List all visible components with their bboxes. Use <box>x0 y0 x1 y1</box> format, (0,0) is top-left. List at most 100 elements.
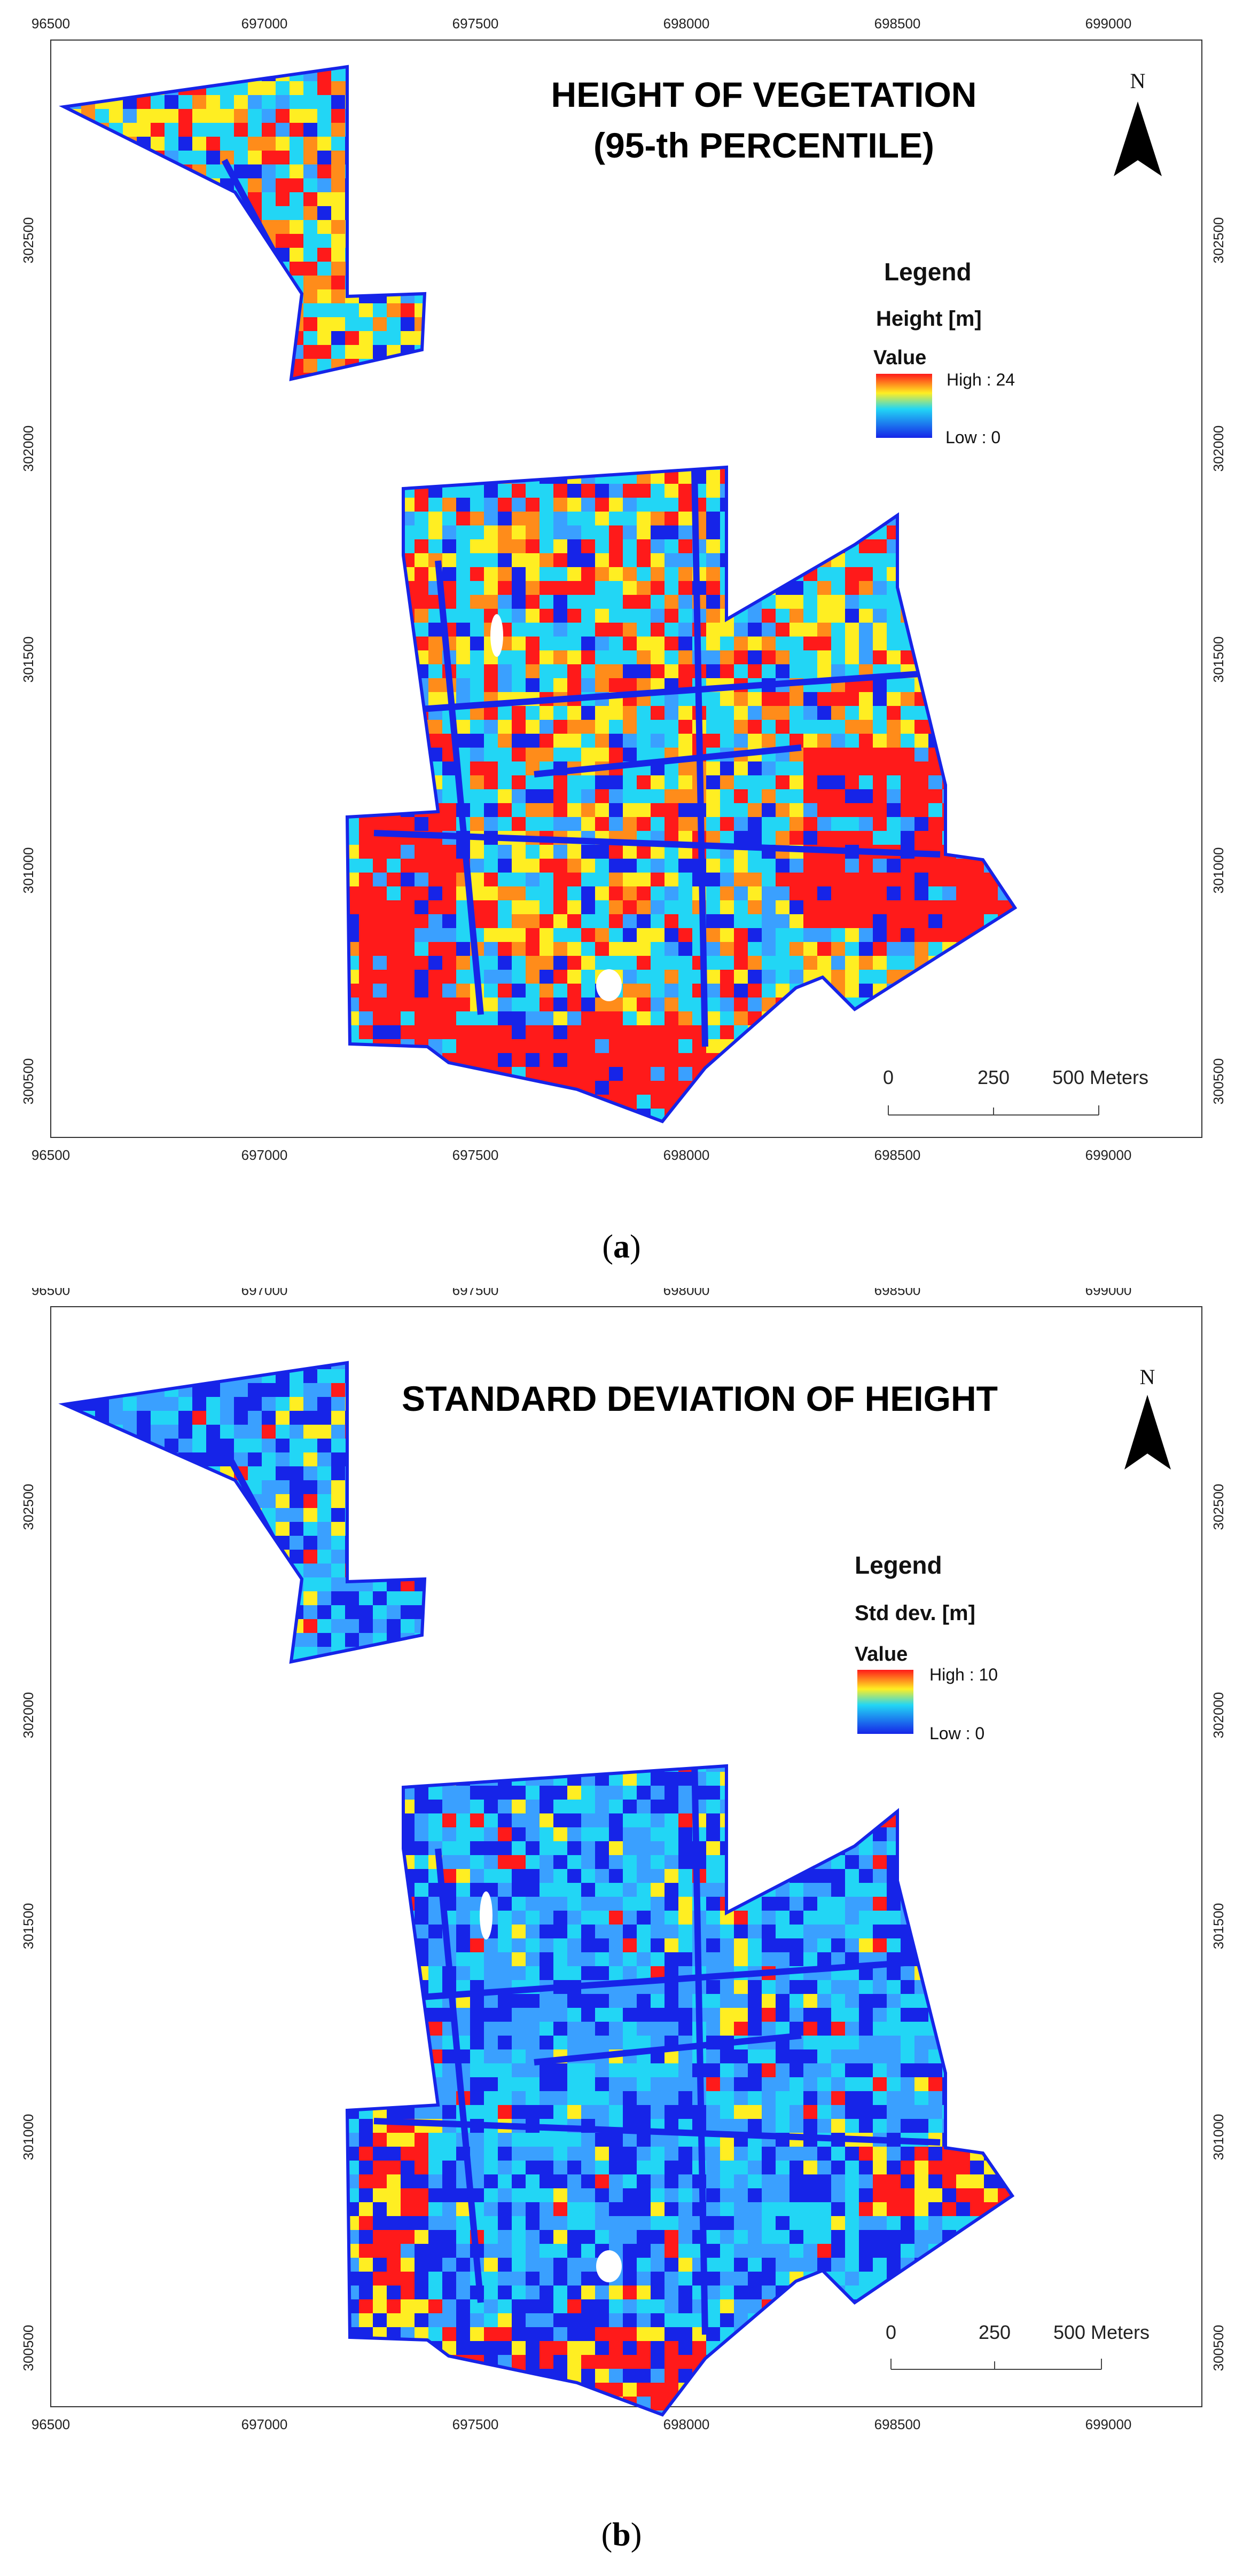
raster-cell <box>234 706 248 720</box>
raster-cell <box>526 345 540 359</box>
raster-cell <box>512 400 526 415</box>
raster-cell <box>192 803 207 818</box>
raster-cell <box>248 276 262 290</box>
raster-cell <box>637 539 651 554</box>
raster-cell <box>512 803 526 818</box>
raster-cell <box>762 664 776 679</box>
raster-cell <box>470 400 484 415</box>
raster-cell <box>609 942 623 956</box>
raster-cell <box>803 456 818 470</box>
raster-cell <box>123 706 137 720</box>
raster-cell <box>984 525 998 540</box>
raster-cell <box>581 553 596 568</box>
raster-cell <box>331 164 346 179</box>
raster-cell <box>623 387 637 401</box>
raster-cell <box>373 567 387 582</box>
raster-cell <box>776 206 790 221</box>
raster-cell <box>206 164 221 179</box>
raster-cell <box>609 331 623 345</box>
raster-cell <box>401 720 415 734</box>
raster-cell <box>637 637 651 651</box>
raster-cell <box>845 873 859 887</box>
raster-cell <box>234 373 248 387</box>
raster-cell <box>373 775 387 790</box>
raster-cell <box>665 942 679 956</box>
raster-cell <box>67 359 82 373</box>
raster-cell <box>401 650 415 665</box>
raster-cell <box>95 428 110 443</box>
raster-cell <box>595 678 609 693</box>
raster-cell <box>1012 984 1015 998</box>
raster-cell <box>359 345 373 359</box>
raster-cell <box>873 1025 887 1040</box>
raster-cell <box>984 192 998 207</box>
raster-cell <box>470 609 484 623</box>
raster-cell <box>137 956 151 970</box>
raster-cell <box>831 873 846 887</box>
raster-cell <box>789 359 804 373</box>
raster-cell <box>762 525 776 540</box>
raster-cell <box>762 914 776 929</box>
raster-cell <box>540 886 554 901</box>
raster-cell <box>456 970 471 984</box>
raster-cell <box>428 95 443 109</box>
raster-cell <box>387 748 401 762</box>
raster-cell <box>387 109 401 123</box>
raster-cell <box>595 331 609 345</box>
raster-cell <box>290 775 304 790</box>
raster-cell <box>345 484 359 498</box>
raster-cell <box>67 414 82 429</box>
raster-cell <box>151 581 165 595</box>
raster-cell <box>81 817 96 831</box>
raster-cell <box>137 775 151 790</box>
raster-cell <box>64 1011 68 1026</box>
raster-cell <box>123 650 137 665</box>
raster-cell <box>95 859 110 873</box>
raster-cell <box>67 1039 82 1054</box>
raster-cell <box>165 998 179 1012</box>
raster-cell <box>637 928 651 943</box>
raster-cell <box>81 220 96 234</box>
raster-cell <box>720 387 734 401</box>
raster-cell <box>817 400 832 415</box>
raster-cell <box>387 359 401 373</box>
raster-cell <box>137 498 151 512</box>
raster-cell <box>206 998 221 1012</box>
raster-cell <box>95 359 110 373</box>
raster-cell <box>456 637 471 651</box>
raster-cell <box>345 720 359 734</box>
raster-cell <box>567 373 582 387</box>
raster-cell <box>359 970 373 984</box>
raster-cell <box>484 525 498 540</box>
raster-cell <box>776 956 790 970</box>
raster-cell <box>317 720 332 734</box>
raster-cell <box>692 414 707 429</box>
raster-cell <box>401 817 415 831</box>
raster-cell <box>165 178 179 193</box>
raster-cell <box>873 748 887 762</box>
raster-cell <box>262 1039 276 1054</box>
raster-cell <box>234 970 248 984</box>
raster-cell <box>67 67 82 82</box>
raster-cell <box>1012 942 1015 956</box>
raster-cell <box>387 192 401 207</box>
raster-cell <box>984 1025 998 1040</box>
raster-cell <box>803 900 818 915</box>
raster-cell <box>442 359 457 373</box>
raster-cell <box>248 456 262 470</box>
raster-cell <box>998 67 1012 68</box>
raster-cell <box>456 303 471 318</box>
raster-cell <box>95 192 110 207</box>
raster-cell <box>734 276 748 290</box>
raster-cell <box>262 262 276 276</box>
raster-cell <box>595 859 609 873</box>
raster-cell <box>262 331 276 345</box>
raster-cell <box>178 817 193 831</box>
raster-cell <box>81 650 96 665</box>
raster-cell <box>220 956 234 970</box>
raster-cell <box>928 512 943 526</box>
raster-cell <box>165 789 179 804</box>
raster-cell <box>998 289 1012 304</box>
raster-cell <box>178 761 193 776</box>
raster-cell <box>67 151 82 165</box>
